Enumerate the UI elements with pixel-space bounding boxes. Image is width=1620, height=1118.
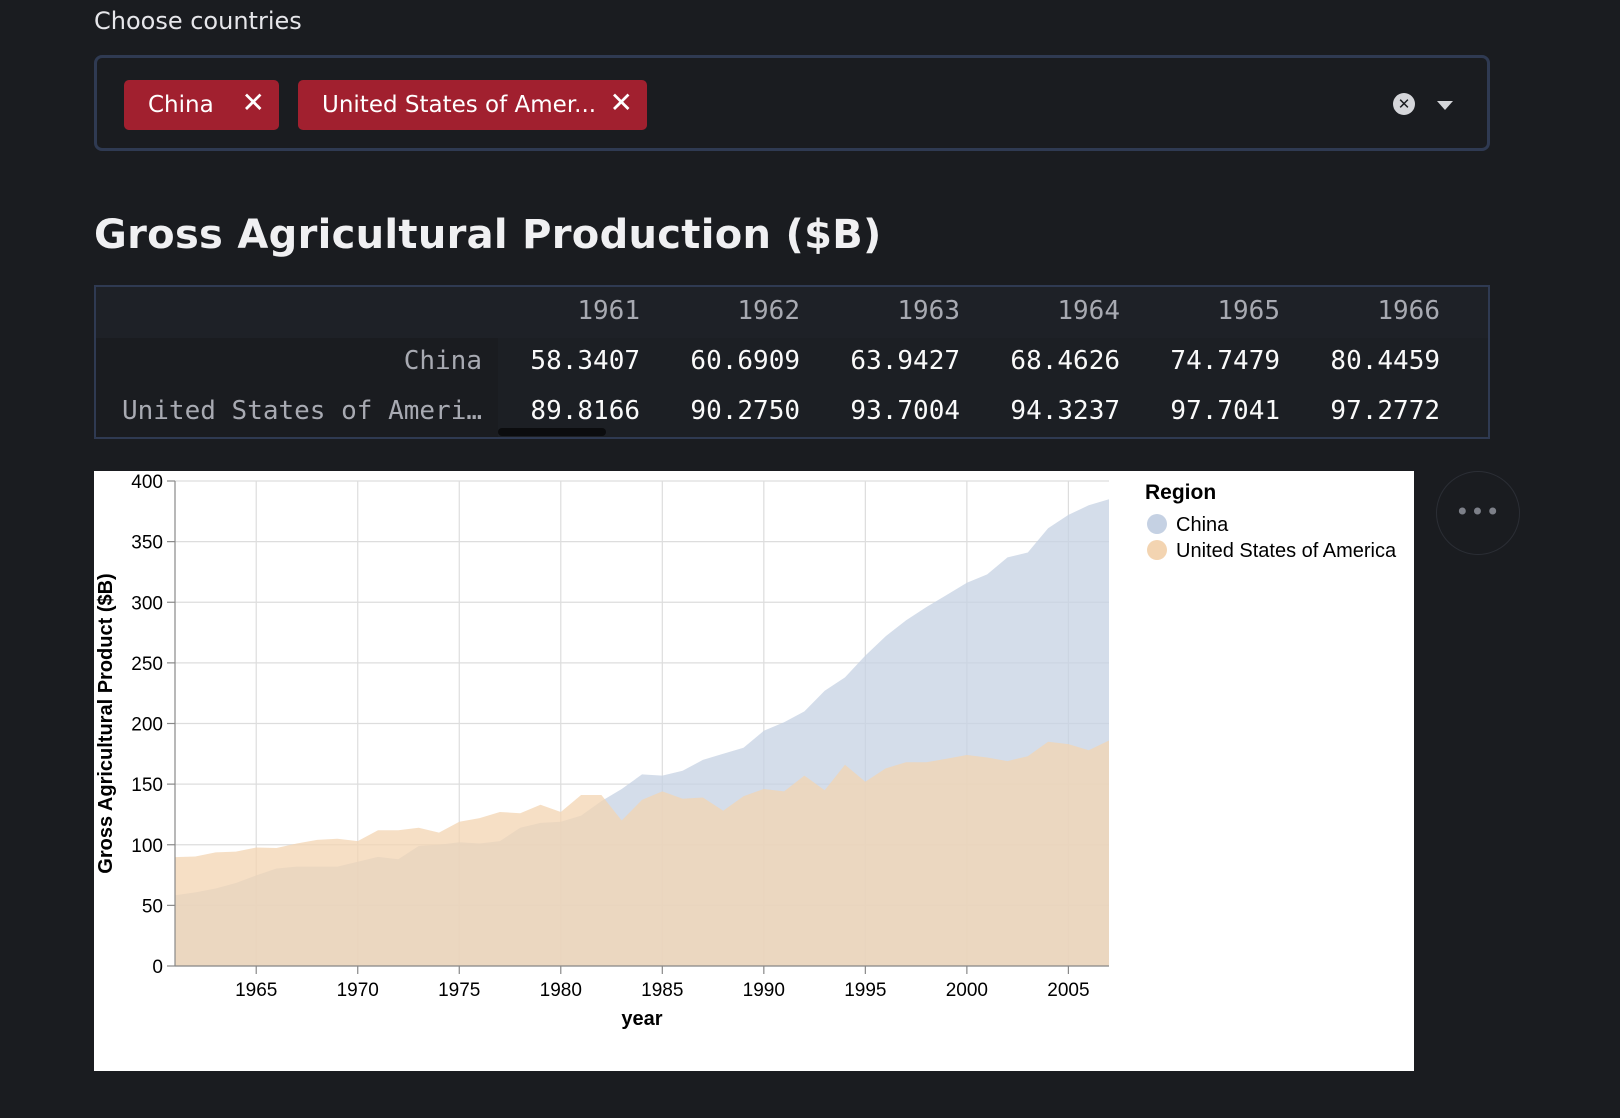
x-axis-title: year xyxy=(621,1008,662,1030)
y-tick-label: 150 xyxy=(131,775,163,796)
x-tick-label: 1995 xyxy=(844,980,886,1001)
more-options-button[interactable]: ••• xyxy=(1436,471,1520,555)
table-cell[interactable]: 90.2750 xyxy=(690,396,800,426)
dataframe-table[interactable]: 1961 1962 1963 1964 1965 1966 China 58.3407 60.6… xyxy=(94,285,1490,439)
y-tick-label: 200 xyxy=(131,715,163,736)
y-tick-label: 250 xyxy=(131,654,163,675)
x-tick-label: 1970 xyxy=(337,980,379,1001)
legend-swatch xyxy=(1147,540,1167,560)
row-header: China xyxy=(403,346,482,376)
table-cell[interactable]: 97.2772 xyxy=(1330,396,1440,426)
table-cell[interactable]: 80.4459 xyxy=(1330,346,1440,376)
area-series-1 xyxy=(175,740,1109,966)
table-cell[interactable]: 63.9427 xyxy=(850,346,960,376)
clear-all-icon[interactable]: ✕ xyxy=(1393,93,1415,115)
column-header[interactable]: 1965 xyxy=(1217,296,1280,326)
chip-label: China xyxy=(148,92,214,118)
remove-chip-icon[interactable]: ✕ xyxy=(609,86,633,119)
x-tick-label: 1965 xyxy=(235,980,277,1001)
column-header[interactable]: 1964 xyxy=(1057,296,1120,326)
horizontal-scrollbar[interactable] xyxy=(498,428,606,436)
chart-svg: 0 50 100 150 200 250 300 350 400 1965 1970 1975 1980… xyxy=(95,472,1397,1030)
table-cell[interactable]: 68.4626 xyxy=(1010,346,1120,376)
legend-label: China xyxy=(1176,514,1229,536)
y-tick-label: 400 xyxy=(131,472,163,493)
table-cell[interactable]: 89.8166 xyxy=(530,396,640,426)
table-cell[interactable]: 60.6909 xyxy=(690,346,800,376)
x-tick-label: 1985 xyxy=(641,980,683,1001)
table-body xyxy=(498,338,1488,437)
x-tick-label: 2000 xyxy=(946,980,988,1001)
table-cell[interactable]: 74.7479 xyxy=(1170,346,1280,376)
table-header xyxy=(96,287,1488,338)
column-header[interactable]: 1963 xyxy=(897,296,960,326)
x-tick-label: 2005 xyxy=(1047,980,1089,1001)
chevron-down-icon[interactable] xyxy=(1437,101,1453,110)
column-header[interactable]: 1961 xyxy=(577,296,640,326)
legend-swatch xyxy=(1147,514,1167,534)
table-cell[interactable]: 97.7041 xyxy=(1170,396,1280,426)
chip-china[interactable]: China ✕ xyxy=(124,80,279,130)
column-header[interactable]: 1962 xyxy=(737,296,800,326)
remove-chip-icon[interactable]: ✕ xyxy=(241,86,265,119)
column-header[interactable]: 1966 xyxy=(1377,296,1440,326)
y-tick-label: 0 xyxy=(152,957,163,978)
x-tick-label: 1980 xyxy=(540,980,582,1001)
row-header: United States of Ameri… xyxy=(121,396,482,426)
area-chart: 0 50 100 150 200 250 300 350 400 1965 1970 1975 1980… xyxy=(94,471,1414,1071)
page-title: Gross Agricultural Production ($B) xyxy=(94,212,882,258)
legend-title: Region xyxy=(1145,481,1216,504)
multiselect-label: Choose countries xyxy=(94,7,302,35)
table-cell[interactable]: 93.7004 xyxy=(850,396,960,426)
chip-usa[interactable]: United States of Amer... ✕ xyxy=(298,80,647,130)
x-tick-label: 1990 xyxy=(743,980,785,1001)
legend-label: United States of America xyxy=(1176,540,1397,562)
y-tick-label: 350 xyxy=(131,533,163,554)
chip-label: United States of Amer... xyxy=(322,92,597,118)
y-tick-label: 50 xyxy=(142,896,163,917)
y-tick-label: 100 xyxy=(131,836,163,857)
y-axis-title: Gross Agricultural Product ($B) xyxy=(95,573,117,873)
y-tick-label: 300 xyxy=(131,593,163,614)
x-tick-label: 1975 xyxy=(438,980,480,1001)
table-cell[interactable]: 58.3407 xyxy=(530,346,640,376)
table-cell[interactable]: 94.3237 xyxy=(1010,396,1120,426)
country-multiselect[interactable]: China ✕ United States of Amer... ✕ ✕ xyxy=(94,55,1490,151)
